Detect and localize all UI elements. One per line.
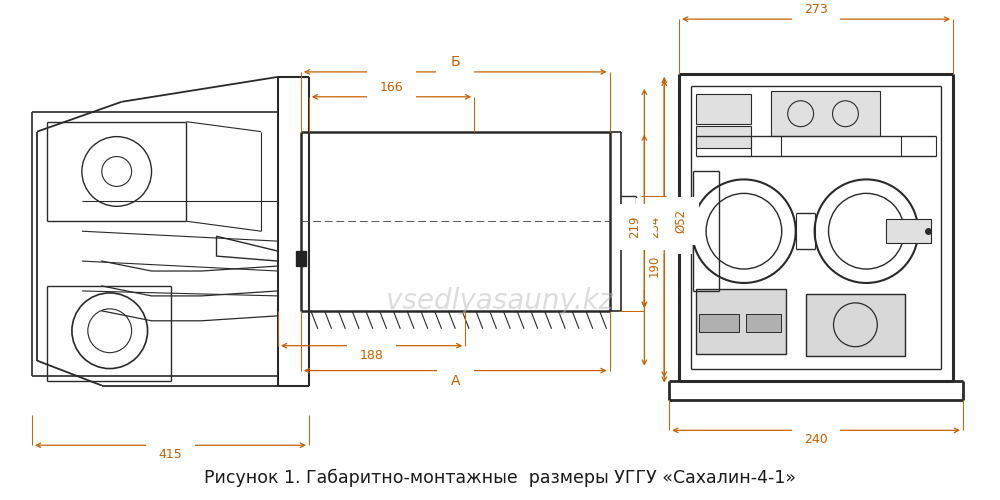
Bar (696, 289, 786, 354)
Bar (696, 94, 751, 124)
Text: 188: 188 (360, 348, 384, 362)
Text: 240: 240 (804, 434, 828, 446)
Text: Ø52: Ø52 (674, 209, 687, 234)
Bar (746, 314, 781, 332)
Bar (296, 251, 306, 266)
Text: 415: 415 (159, 448, 182, 461)
Text: 273: 273 (804, 3, 828, 16)
Bar (696, 126, 751, 148)
Bar (806, 294, 905, 356)
Bar (699, 314, 739, 332)
Text: 190: 190 (647, 255, 660, 277)
Text: vsedlyasauny.kz: vsedlyasauny.kz (386, 287, 614, 315)
Bar (771, 91, 880, 136)
Text: Б: Б (450, 55, 460, 69)
Text: Ø52: Ø52 (669, 209, 682, 234)
Text: 234: 234 (648, 216, 661, 238)
Text: 166: 166 (380, 81, 403, 94)
Text: Рисунок 1. Габаритно-монтажные  размеры УГГУ «Сахалин-4-1»: Рисунок 1. Габаритно-монтажные размеры У… (204, 469, 796, 487)
Text: А: А (450, 374, 460, 388)
Bar (886, 220, 931, 243)
Text: 219: 219 (647, 210, 660, 233)
Text: 234: 234 (667, 220, 680, 242)
Text: 219: 219 (628, 216, 641, 238)
